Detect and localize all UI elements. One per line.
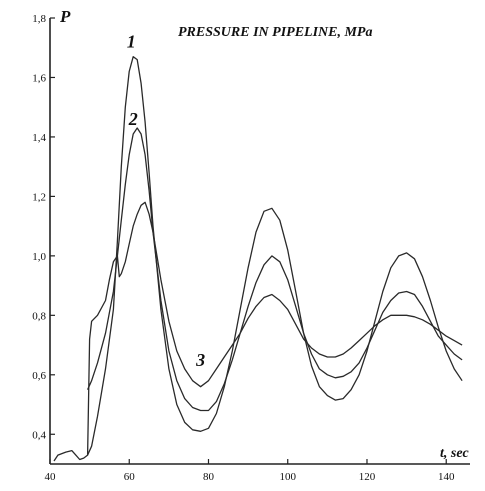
series-label-2: 2 [128, 109, 138, 129]
y-ticks: 0,4 0,6 0,8 1,0 1,2 1,4 1,6 1,8 [32, 13, 55, 441]
chart-title: PRESSURE IN PIPELINE, MPa [178, 25, 372, 40]
x-axis-label: t, sec [440, 446, 470, 461]
x-tick-label: 140 [438, 471, 455, 483]
y-axis-label: P [59, 7, 71, 26]
y-tick-label: 1,0 [32, 251, 46, 263]
series-line-3 [53, 201, 463, 462]
y-tick-label: 1,6 [32, 72, 46, 84]
y-tick-label: 0,8 [32, 310, 46, 322]
y-tick-label: 1,4 [32, 132, 46, 144]
x-tick-label: 40 [45, 471, 57, 483]
x-tick-label: 120 [359, 471, 376, 483]
x-tick-label: 80 [203, 471, 215, 483]
x-tick-label: 100 [279, 471, 296, 483]
y-tick-label: 1,2 [32, 191, 46, 203]
series-label-3: 3 [195, 350, 205, 370]
y-tick-label: 1,8 [32, 13, 46, 25]
series-line-2 [87, 127, 463, 412]
x-tick-label: 60 [124, 471, 136, 483]
series-label-1: 1 [127, 32, 136, 52]
y-tick-label: 0,4 [32, 429, 46, 441]
series-line-1 [87, 56, 463, 456]
x-ticks: 40 60 80 100 120 140 [45, 459, 455, 483]
y-tick-label: 0,6 [32, 370, 46, 382]
series-layer [53, 56, 463, 462]
series-labels: 1 2 3 [127, 32, 205, 370]
